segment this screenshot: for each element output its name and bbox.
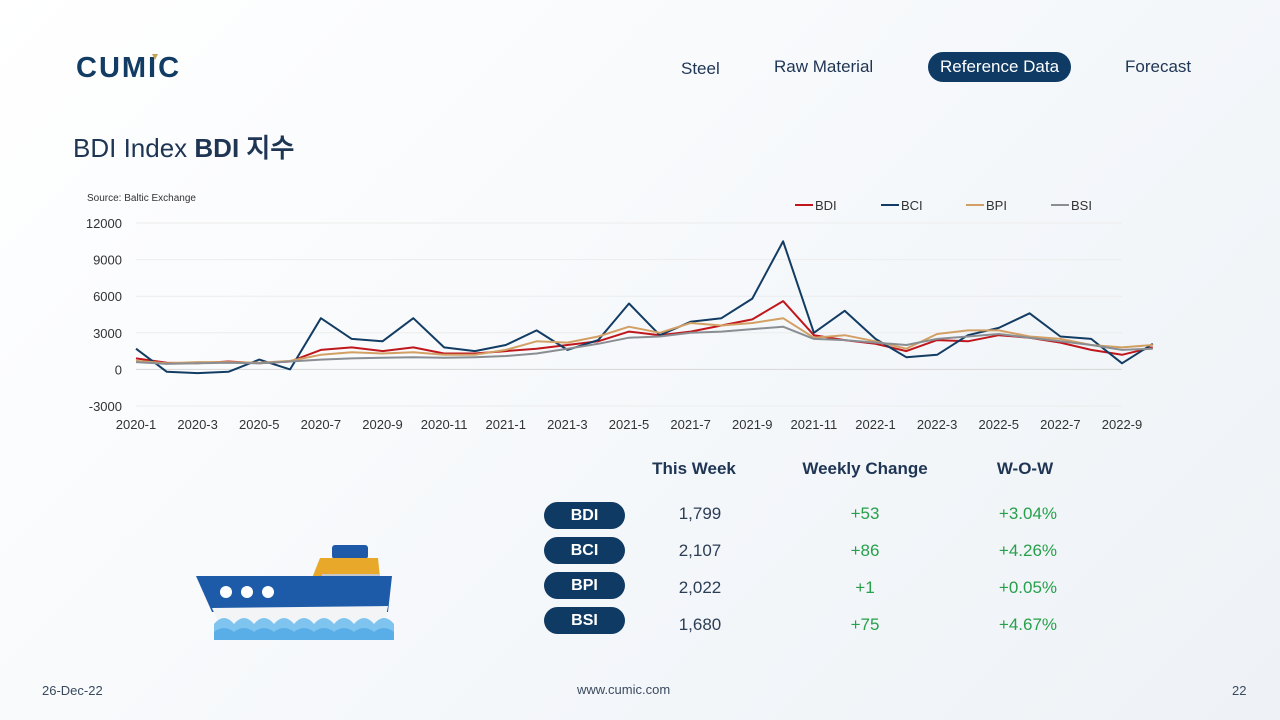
x-tick-label: 2020-11 [421, 417, 468, 432]
x-tick-label: 2022-3 [917, 417, 957, 432]
x-tick-label: 2020-7 [301, 417, 341, 432]
x-tick-label: 2021-1 [486, 417, 526, 432]
bdi-line-chart: Source: Baltic Exchange 12000 9000 6000 300… [86, 193, 1154, 432]
x-tick-label: 2022-1 [855, 417, 895, 432]
y-axis-ticks: 12000 9000 6000 3000 0 -3000 [86, 216, 122, 414]
chart-source: Source: Baltic Exchange [87, 193, 196, 204]
index-pill-bpi: BPI [544, 572, 625, 599]
cumic-logo: CUMIC [76, 52, 206, 85]
ship-illustration [192, 540, 402, 650]
nav-raw-material[interactable]: Raw Material [774, 57, 874, 76]
legend-label-bdi: BDI [815, 198, 837, 213]
x-tick-label: 2020-1 [116, 417, 156, 432]
this-week-value: 1,799 [678, 504, 722, 523]
this-week-value: 2,107 [678, 541, 722, 560]
footer-date: 26-Dec-22 [42, 683, 103, 698]
ship-funnel [332, 545, 368, 559]
index-pill-bci: BCI [544, 537, 625, 564]
nav-reference-data[interactable]: Reference Data [928, 52, 1072, 82]
col-header-weekly-change: Weekly Change [802, 459, 928, 478]
porthole-icon [220, 586, 232, 598]
x-tick-label: 2021-3 [547, 417, 587, 432]
legend-label-bsi: BSI [1071, 198, 1092, 213]
y-tick-label: 0 [115, 362, 122, 377]
page-title-bold: BDI 지수 [194, 133, 295, 163]
wow-value: +4.26% [998, 541, 1058, 560]
y-tick-label: -3000 [89, 399, 122, 414]
legend-label-bci: BCI [901, 198, 923, 213]
chart-grid [136, 222, 1122, 407]
waves-lower [214, 628, 394, 640]
x-tick-label: 2020-9 [362, 417, 402, 432]
weekly-change-value: +53 [850, 504, 880, 523]
x-tick-label: 2022-7 [1040, 417, 1080, 432]
series-line-bsi [135, 325, 1153, 365]
index-pill-bsi: BSI [544, 607, 625, 634]
logo-accent [152, 54, 158, 60]
nav-forecast[interactable]: Forecast [1125, 57, 1192, 76]
footer-page-number: 22 [1232, 683, 1247, 698]
col-header-this-week: This Week [652, 459, 736, 478]
nav-steel[interactable]: Steel [681, 59, 720, 78]
x-tick-label: 2021-9 [732, 417, 772, 432]
chart-series [135, 240, 1154, 375]
page-title: BDI Index BDI 지수 [73, 128, 294, 165]
y-tick-label: 3000 [93, 326, 122, 341]
weekly-change-value: +1 [855, 578, 875, 597]
series-line-bdi [135, 300, 1154, 365]
x-tick-label: 2021-5 [609, 417, 649, 432]
legend-label-bpi: BPI [986, 198, 1007, 213]
wow-value: +4.67% [998, 615, 1058, 634]
ship-hull [196, 576, 392, 612]
top-nav: Steel Raw Material Reference Data Foreca… [0, 52, 1280, 82]
this-week-value: 1,680 [678, 615, 722, 634]
wow-value: +0.05% [998, 578, 1058, 597]
x-tick-label: 2022-9 [1102, 417, 1142, 432]
y-tick-label: 12000 [86, 216, 122, 231]
wow-value: +3.04% [998, 504, 1058, 523]
footer-website[interactable]: www.cumic.com [577, 682, 671, 697]
weekly-change-value: +86 [850, 541, 880, 560]
x-tick-label: 2021-7 [670, 417, 710, 432]
series-line-bpi [135, 317, 1153, 365]
porthole-icon [241, 586, 253, 598]
page-title-regular: BDI Index [73, 133, 195, 163]
ship-cabin [312, 558, 380, 578]
x-tick-label: 2022-5 [979, 417, 1019, 432]
chart-legend: BDI BCI BPI BSI [795, 198, 1092, 213]
x-axis-ticks: 2020-1 2020-3 2020-5 2020-7 2020-9 2020-11 202… [116, 417, 1142, 432]
col-header-wow: W-O-W [996, 459, 1054, 478]
weekly-change-value: +75 [850, 615, 880, 634]
y-tick-label: 9000 [93, 253, 122, 268]
x-tick-label: 2020-3 [177, 417, 217, 432]
y-tick-label: 6000 [93, 289, 122, 304]
x-tick-label: 2021-11 [791, 417, 838, 432]
logo-wordmark: CUMIC [76, 54, 181, 80]
porthole-icon [262, 586, 274, 598]
x-tick-label: 2020-5 [239, 417, 279, 432]
index-pill-bdi: BDI [544, 502, 625, 529]
this-week-value: 2,022 [678, 578, 722, 597]
series-line-bci [135, 240, 1154, 375]
